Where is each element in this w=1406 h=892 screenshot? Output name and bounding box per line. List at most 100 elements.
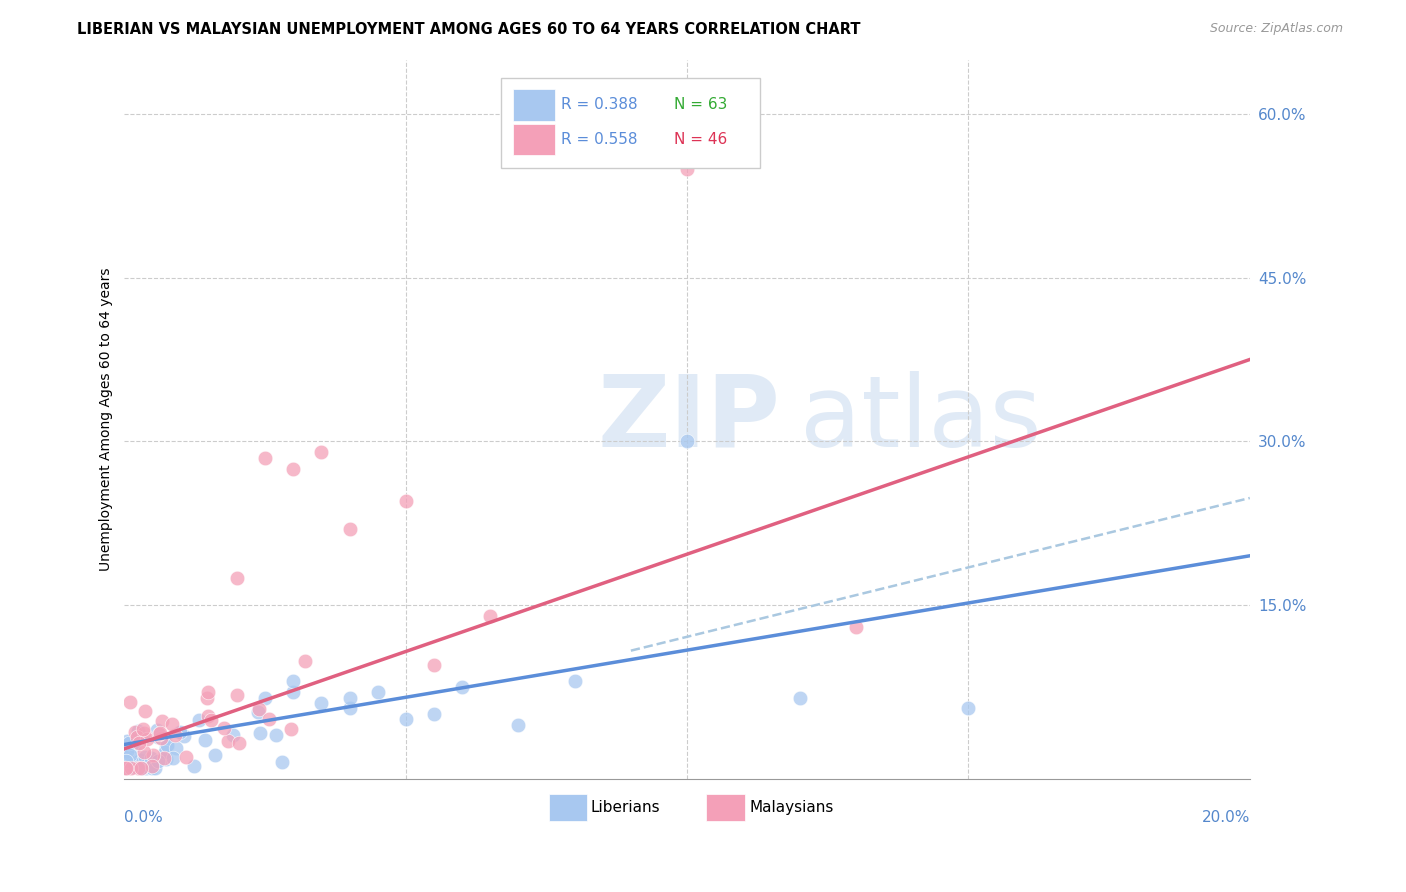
Point	[146, 723, 169, 738]
Point	[173, 729, 195, 743]
Text: ZIP: ZIP	[598, 371, 780, 468]
Point	[131, 722, 153, 736]
Point	[122, 739, 145, 753]
Point	[845, 620, 868, 634]
Point	[217, 734, 239, 748]
Point	[150, 714, 173, 729]
Point	[395, 494, 418, 508]
Point	[311, 445, 333, 459]
Point	[127, 761, 149, 775]
Point	[135, 761, 157, 775]
Point	[155, 741, 177, 756]
Point	[115, 761, 138, 775]
Point	[121, 751, 143, 765]
FancyBboxPatch shape	[548, 794, 586, 822]
Point	[134, 750, 156, 764]
Point	[136, 732, 159, 747]
Point	[155, 738, 177, 752]
Point	[264, 728, 287, 742]
Point	[271, 755, 294, 769]
Point	[676, 434, 699, 449]
Point	[148, 727, 170, 741]
Point	[367, 685, 389, 699]
FancyBboxPatch shape	[513, 124, 555, 155]
Point	[124, 736, 146, 750]
Point	[129, 756, 152, 770]
Point	[122, 760, 145, 774]
Point	[139, 760, 162, 774]
Point	[339, 522, 361, 536]
Point	[214, 721, 236, 735]
Point	[120, 761, 142, 775]
Point	[149, 726, 172, 740]
FancyBboxPatch shape	[706, 794, 745, 822]
Text: N = 46: N = 46	[673, 132, 727, 147]
Point	[141, 758, 163, 772]
Point	[451, 680, 474, 694]
Point	[195, 691, 218, 706]
Point	[197, 685, 219, 699]
Text: Malaysians: Malaysians	[749, 800, 834, 815]
Point	[127, 731, 149, 745]
Point	[120, 695, 142, 709]
Point	[169, 724, 191, 739]
Point	[115, 754, 138, 768]
Point	[134, 704, 156, 718]
Point	[187, 714, 209, 728]
FancyBboxPatch shape	[502, 78, 761, 168]
Point	[127, 724, 149, 739]
Point	[247, 705, 270, 719]
Point	[155, 752, 177, 766]
Point	[129, 753, 152, 767]
Point	[129, 731, 152, 746]
Point	[283, 461, 305, 475]
Point	[174, 750, 197, 764]
Point	[423, 706, 446, 721]
Point	[228, 736, 250, 750]
Point	[283, 674, 305, 689]
FancyBboxPatch shape	[513, 89, 555, 120]
Point	[120, 748, 142, 763]
Point	[254, 690, 277, 705]
Point	[247, 702, 270, 716]
Point	[115, 733, 138, 747]
Point	[114, 761, 136, 775]
Text: atlas: atlas	[800, 371, 1042, 468]
Point	[226, 689, 249, 703]
Point	[254, 450, 277, 465]
Point	[115, 761, 138, 775]
Point	[146, 730, 169, 744]
Point	[957, 701, 980, 715]
Point	[118, 736, 141, 750]
Text: LIBERIAN VS MALAYSIAN UNEMPLOYMENT AMONG AGES 60 TO 64 YEARS CORRELATION CHART: LIBERIAN VS MALAYSIAN UNEMPLOYMENT AMONG…	[77, 22, 860, 37]
Point	[128, 736, 150, 750]
Text: Liberians: Liberians	[591, 800, 659, 815]
Y-axis label: Unemployment Among Ages 60 to 64 years: Unemployment Among Ages 60 to 64 years	[100, 268, 114, 571]
Text: Source: ZipAtlas.com: Source: ZipAtlas.com	[1209, 22, 1343, 36]
Text: 0.0%: 0.0%	[125, 810, 163, 825]
Point	[153, 746, 176, 760]
Point	[564, 674, 586, 689]
Point	[311, 696, 333, 710]
Point	[142, 747, 165, 762]
Point	[676, 161, 699, 176]
Point	[134, 745, 156, 759]
Point	[124, 725, 146, 739]
Point	[131, 761, 153, 775]
Point	[129, 761, 152, 775]
Point	[139, 751, 162, 765]
Point	[162, 751, 184, 765]
Point	[294, 654, 316, 668]
Point	[122, 760, 145, 774]
Point	[259, 712, 281, 726]
Point	[149, 731, 172, 745]
Point	[479, 608, 502, 623]
Point	[160, 717, 183, 731]
Point	[508, 718, 530, 732]
Point	[789, 690, 811, 705]
Point	[124, 755, 146, 769]
Point	[226, 571, 249, 585]
Point	[152, 751, 174, 765]
Text: R = 0.558: R = 0.558	[561, 132, 637, 147]
Point	[339, 690, 361, 705]
